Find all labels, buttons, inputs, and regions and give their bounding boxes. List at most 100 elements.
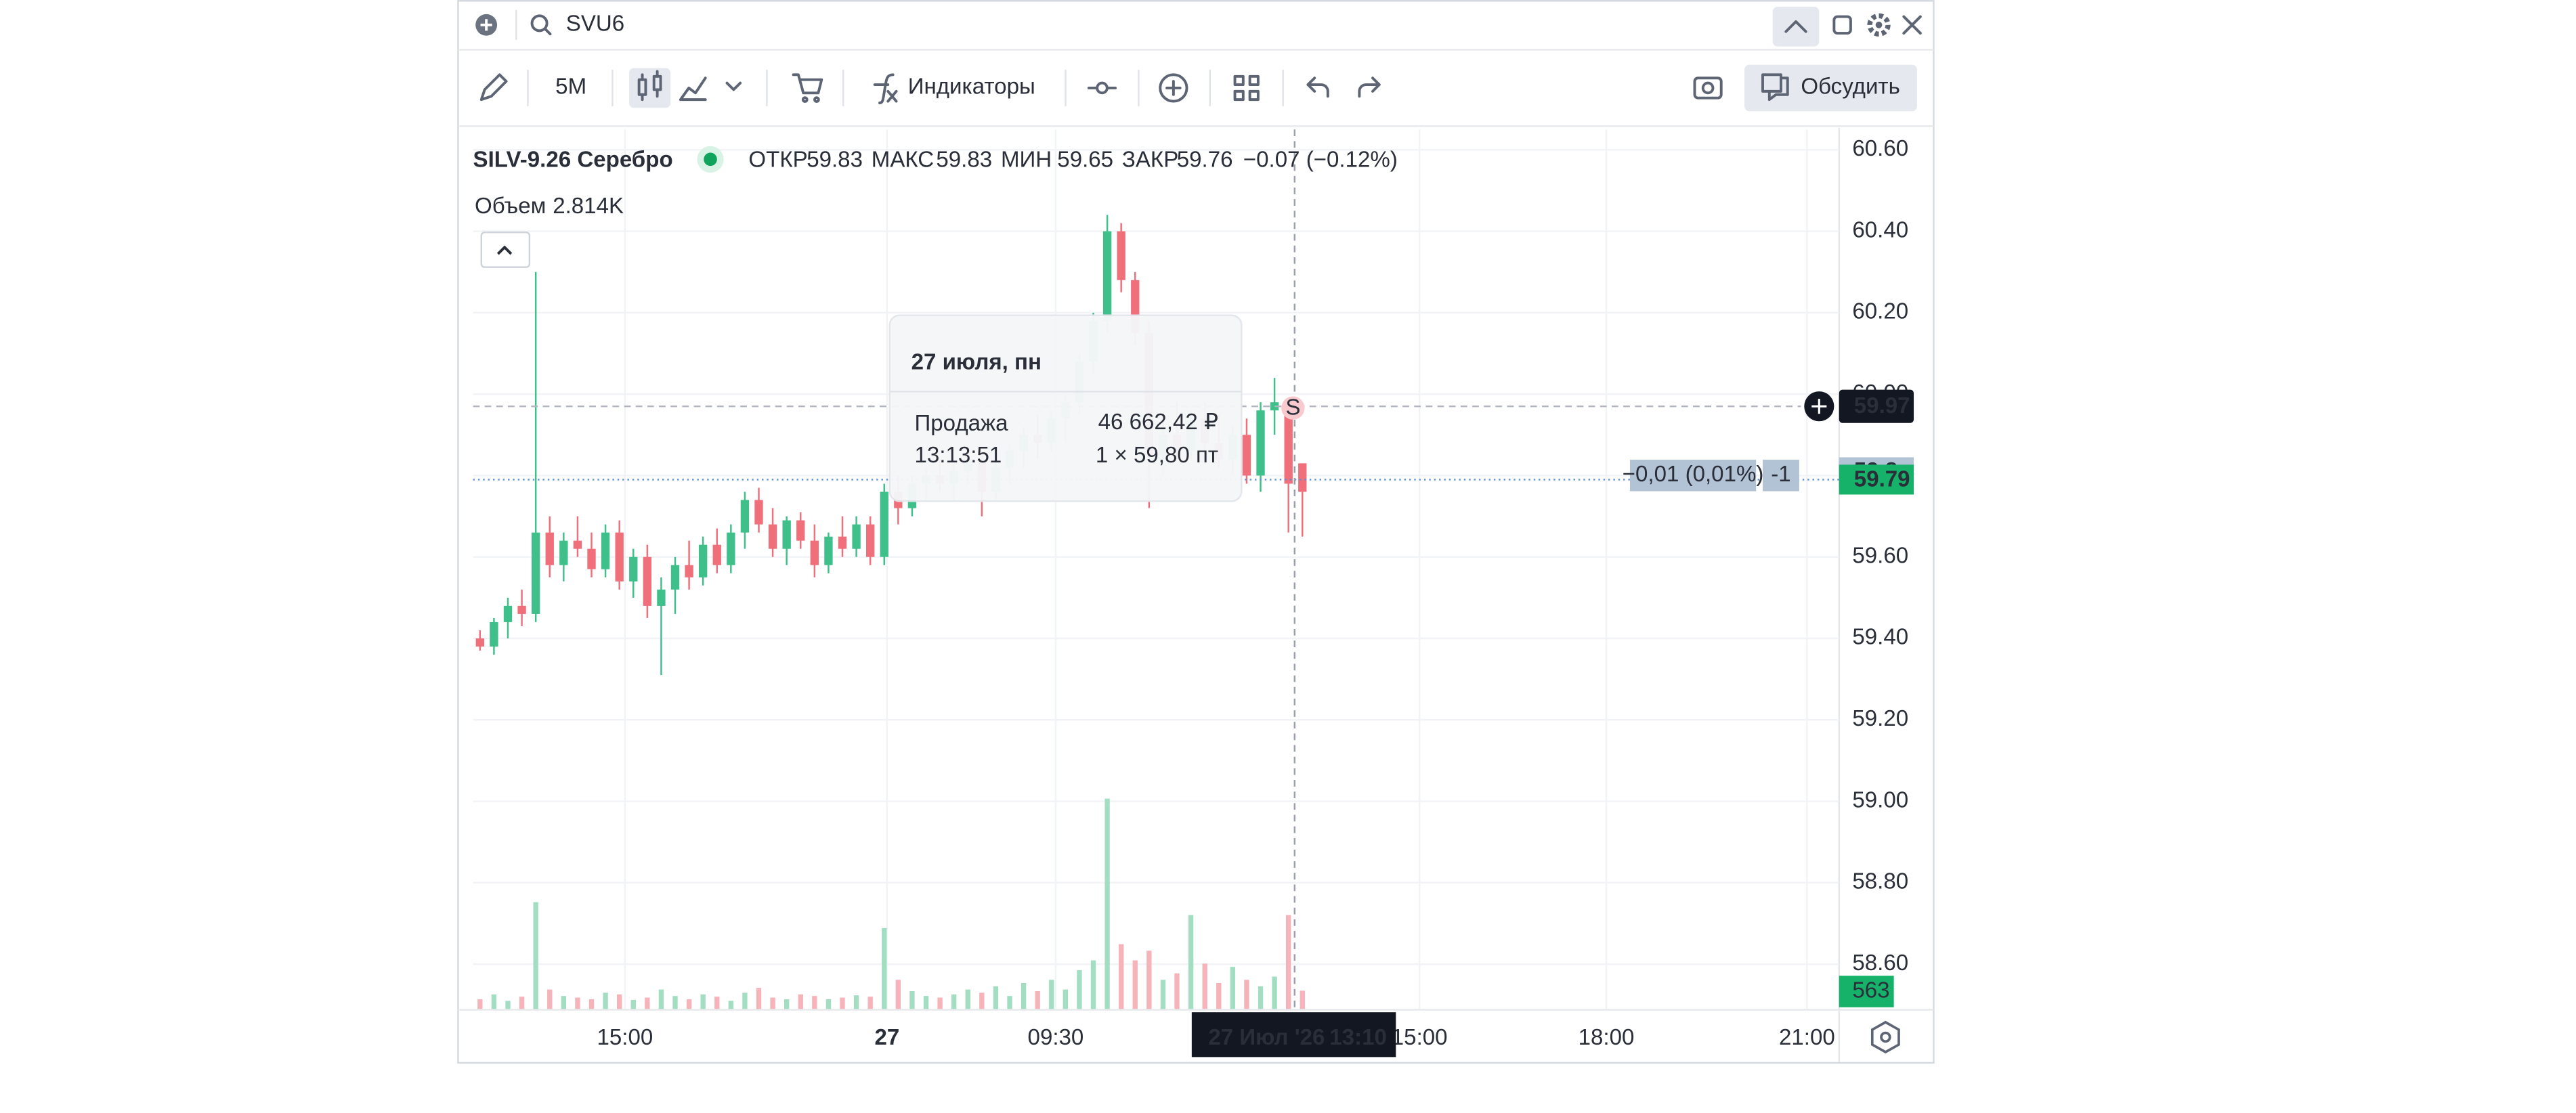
volume-bar	[630, 999, 636, 1009]
candle-body	[698, 544, 708, 577]
volume-bar	[1244, 980, 1249, 1009]
volume-legend-value: 2.814K	[553, 194, 624, 219]
candle-body	[866, 524, 875, 557]
status-dot	[704, 152, 717, 167]
volume-bar	[798, 994, 803, 1009]
volume-bar	[477, 999, 483, 1009]
candle-body	[503, 605, 513, 622]
candle-body	[810, 540, 819, 565]
trade-button[interactable]	[792, 73, 823, 104]
volume-bar	[909, 990, 915, 1009]
volume-bar	[1062, 989, 1069, 1009]
replay-button[interactable]	[1087, 81, 1117, 95]
chart-type-menu[interactable]	[725, 81, 742, 91]
volume-bar	[658, 989, 664, 1009]
volume-bar	[700, 994, 706, 1009]
candle-body	[531, 532, 540, 614]
volume-legend-label: Объем	[475, 194, 546, 219]
y-tick-label: 59.40	[1852, 625, 1908, 650]
axis-settings-icon[interactable]	[1870, 1020, 1900, 1054]
discuss-button[interactable]	[1744, 64, 1917, 112]
candle-body	[1102, 231, 1112, 321]
volume-value-box	[1839, 976, 1894, 1007]
undo-button[interactable]	[1306, 77, 1329, 98]
tooltip-amount: 46 662,42 ₽	[1098, 410, 1218, 435]
volume-bar	[840, 997, 845, 1009]
low-label: МИН	[1001, 148, 1052, 173]
volume-bar	[616, 994, 622, 1009]
candle-body	[768, 524, 777, 549]
candle-body	[559, 540, 568, 565]
close-button[interactable]	[1902, 15, 1922, 35]
volume-bar	[491, 994, 497, 1009]
volume-bar	[728, 1001, 734, 1009]
area-chart-button[interactable]	[679, 77, 707, 102]
screenshot-button[interactable]	[1693, 77, 1723, 100]
tooltip-fill: 1 × 59,80 пт	[1096, 443, 1218, 468]
candle-body	[1284, 402, 1293, 484]
candle-body	[517, 605, 526, 614]
search-icon[interactable]	[530, 14, 552, 36]
volume-bar	[742, 992, 748, 1009]
crosshair-date: 27 Июл '26	[1208, 1025, 1325, 1050]
candle-body	[1270, 402, 1279, 411]
volume-bar	[951, 994, 957, 1009]
close-value: 59.76	[1177, 148, 1233, 173]
indicators-icon	[873, 73, 898, 104]
volume-bar	[1021, 983, 1027, 1009]
close-label: ЗАКР	[1122, 148, 1178, 173]
volume-bar	[714, 997, 720, 1009]
candle-body	[1298, 463, 1307, 492]
low-value: 59.65	[1057, 148, 1113, 173]
tooltip-time: 13:13:51	[915, 443, 1002, 468]
volume-bar	[547, 989, 553, 1009]
symbol[interactable]: SVU6	[566, 12, 624, 37]
volume-bar	[770, 997, 775, 1009]
candle-body	[629, 556, 638, 582]
layout-button[interactable]	[1233, 74, 1260, 102]
chevron-up-icon	[1784, 20, 1807, 33]
volume-bar	[1007, 996, 1012, 1009]
position-qty-box	[1762, 460, 1799, 492]
trade-marker[interactable]	[1281, 396, 1305, 420]
x-tick-label: 15:00	[597, 1025, 653, 1050]
volume-bar	[575, 997, 580, 1009]
candle-body	[838, 536, 847, 549]
interval-button[interactable]: 5M	[555, 74, 586, 100]
draw-tool[interactable]	[479, 73, 508, 102]
maximize-button[interactable]	[1832, 15, 1852, 35]
volume-bar	[1230, 967, 1236, 1009]
add-alert-button[interactable]	[1159, 73, 1188, 103]
candle-body	[782, 520, 791, 549]
add-button[interactable]	[475, 14, 498, 36]
volume-bar	[1286, 915, 1291, 1009]
candles-button[interactable]	[628, 68, 671, 108]
redo-button[interactable]	[1358, 77, 1381, 98]
settings-button[interactable]	[1867, 13, 1891, 37]
last-price-label: 59.79	[1854, 466, 1910, 492]
candle-body	[727, 532, 735, 565]
y-tick-label: 58.60	[1852, 951, 1908, 976]
trade-marker-label: S	[1285, 395, 1300, 420]
high-value: 59.83	[936, 148, 992, 173]
y-tick-label: 59.00	[1852, 787, 1908, 812]
volume-bars	[477, 798, 1305, 1009]
legend-toggle-icon	[496, 245, 513, 255]
candle-body	[824, 536, 833, 565]
volume-bar	[603, 992, 608, 1009]
indicators-button[interactable]: Индикаторы	[908, 74, 1035, 100]
volume-bar	[1146, 951, 1152, 1009]
candle-body	[1117, 231, 1125, 280]
candle-body	[601, 532, 610, 569]
volume-bar	[825, 999, 832, 1009]
volume-bar	[783, 999, 790, 1009]
collapse-panel-button[interactable]	[1772, 6, 1820, 47]
tooltip-side: Продажа	[915, 411, 1009, 436]
volume-bar	[812, 996, 817, 1009]
volume-bar	[756, 988, 762, 1009]
volume-bar	[1119, 944, 1124, 1009]
high-label: МАКС	[872, 148, 934, 173]
